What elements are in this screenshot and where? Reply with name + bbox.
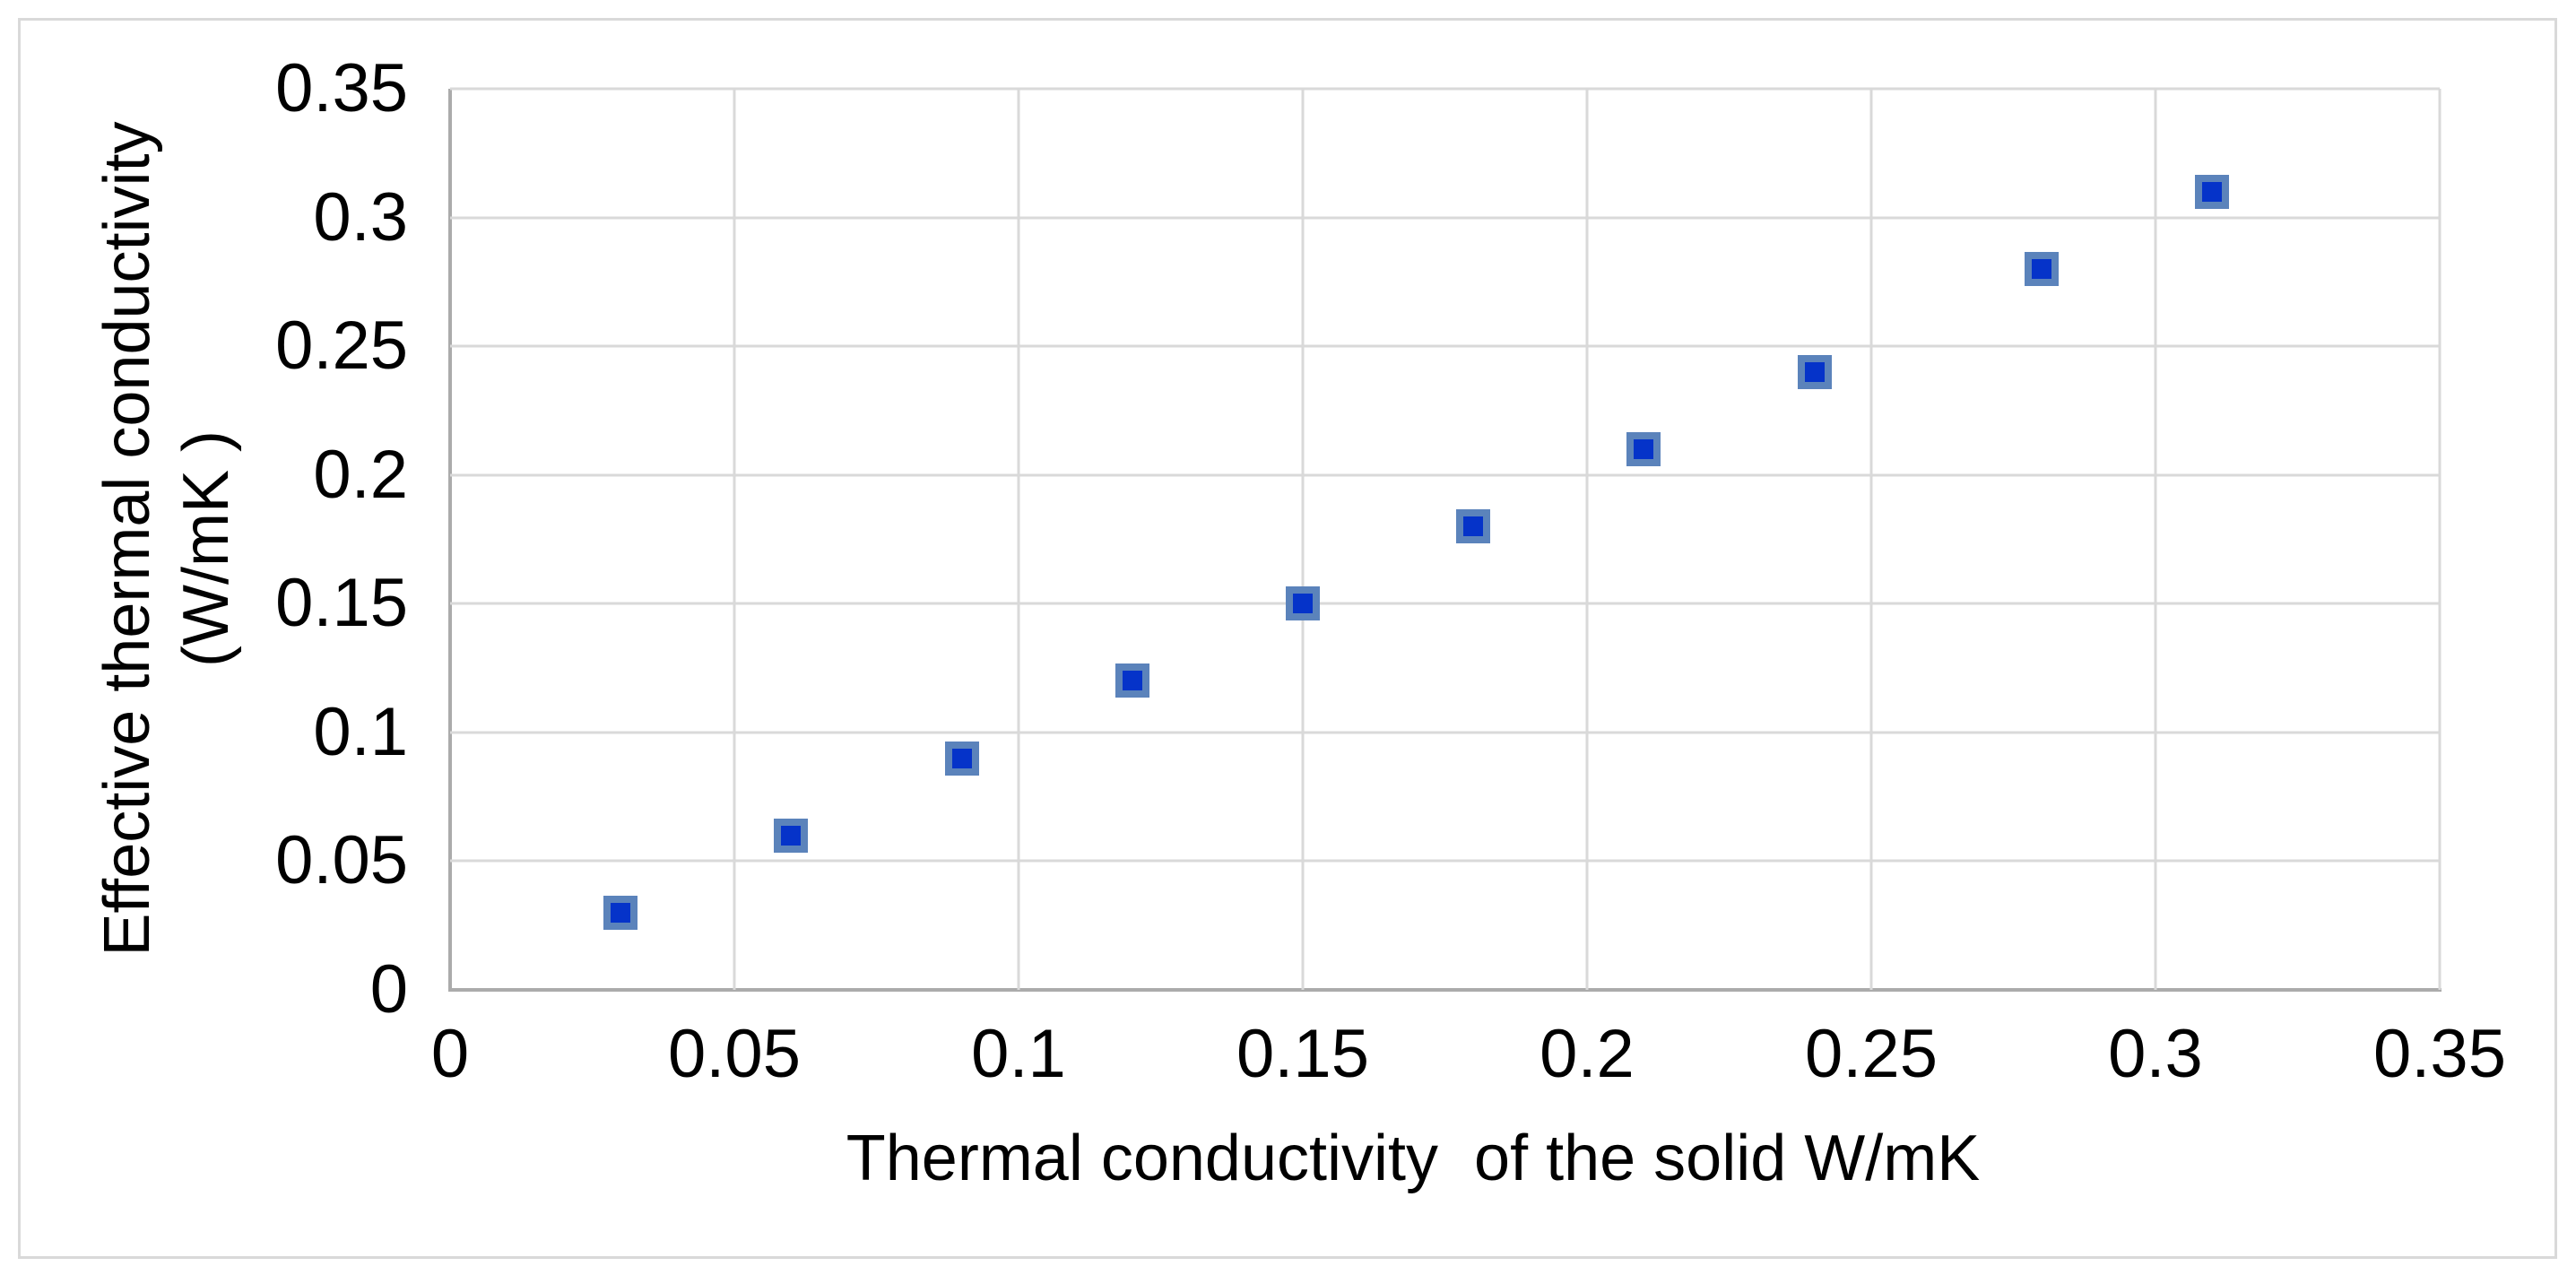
data-point-marker <box>774 818 809 853</box>
y-tick-label: 0.25 <box>275 308 408 385</box>
v-gridline <box>1869 89 1873 990</box>
x-tick-label: 0.1 <box>971 1016 1066 1092</box>
h-gridline <box>450 859 2440 863</box>
h-gridline <box>450 216 2440 220</box>
x-axis-title: Thermal conductivity of the solid W/mK <box>846 1123 1981 1194</box>
y-tick-label: 0 <box>369 951 408 1028</box>
y-tick-label: 0.15 <box>275 565 408 642</box>
data-point-marker <box>2195 174 2230 209</box>
x-tick-label: 0.05 <box>668 1016 801 1092</box>
h-gridline <box>450 731 2440 734</box>
x-tick-label: 0.3 <box>2108 1016 2203 1092</box>
y-tick-label: 0.2 <box>313 436 408 513</box>
v-gridline <box>1017 89 1020 990</box>
data-point-marker <box>2025 252 2060 286</box>
h-gridline <box>450 87 2440 91</box>
v-gridline <box>733 89 736 990</box>
x-axis-line <box>448 988 2442 992</box>
x-tick-label: 0.2 <box>1540 1016 1635 1092</box>
v-gridline <box>1585 89 1589 990</box>
data-point-marker <box>1115 664 1149 698</box>
y-axis-tick-labels: 0 0.05 0.1 0.15 0.2 0.25 0.3 0.35 <box>0 55 408 1024</box>
h-gridline <box>450 344 2440 348</box>
data-point-marker <box>1626 432 1661 466</box>
y-tick-label: 0.1 <box>313 693 408 770</box>
x-tick-label: 0 <box>430 1016 470 1092</box>
h-gridline <box>450 602 2440 605</box>
y-axis-line <box>448 89 452 990</box>
y-tick-label: 0.05 <box>275 822 408 899</box>
data-point-marker <box>603 895 638 930</box>
data-point-marker <box>1286 586 1320 621</box>
data-point-marker <box>944 741 979 776</box>
v-gridline <box>2154 89 2157 990</box>
x-tick-label: 0.15 <box>1236 1016 1369 1092</box>
x-tick-label: 0.35 <box>2373 1016 2506 1092</box>
data-point-marker <box>1797 354 1832 389</box>
v-gridline <box>2438 89 2442 990</box>
data-point-marker <box>1456 509 1491 544</box>
v-gridline <box>1301 89 1305 990</box>
y-tick-label: 0.35 <box>275 50 408 126</box>
y-tick-label: 0.3 <box>313 178 408 256</box>
figure-border <box>18 18 2557 1259</box>
x-tick-label: 0.25 <box>1805 1016 1938 1092</box>
h-gridline <box>450 473 2440 477</box>
plot-area <box>448 87 2442 992</box>
